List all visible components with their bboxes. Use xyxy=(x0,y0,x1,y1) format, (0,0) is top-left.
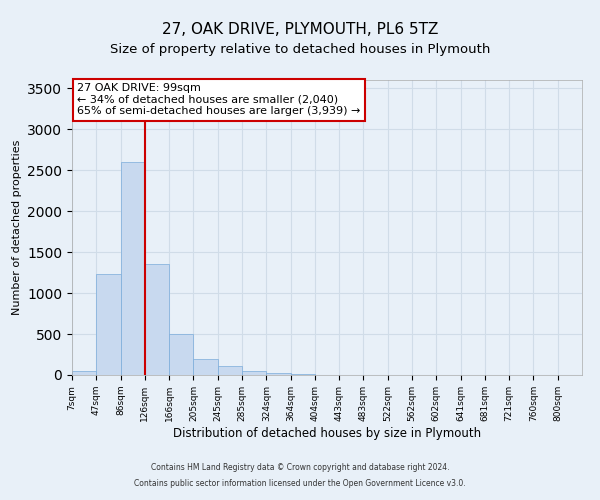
Text: 27 OAK DRIVE: 99sqm
← 34% of detached houses are smaller (2,040)
65% of semi-det: 27 OAK DRIVE: 99sqm ← 34% of detached ho… xyxy=(77,83,361,116)
Bar xyxy=(290,374,315,375)
Text: 27, OAK DRIVE, PLYMOUTH, PL6 5TZ: 27, OAK DRIVE, PLYMOUTH, PL6 5TZ xyxy=(162,22,438,38)
Bar xyxy=(218,366,242,375)
Text: Contains public sector information licensed under the Open Government Licence v3: Contains public sector information licen… xyxy=(134,478,466,488)
Bar xyxy=(193,358,218,375)
Bar xyxy=(266,372,290,375)
Bar xyxy=(242,371,266,375)
Bar xyxy=(145,264,169,375)
Text: Contains HM Land Registry data © Crown copyright and database right 2024.: Contains HM Land Registry data © Crown c… xyxy=(151,464,449,472)
X-axis label: Distribution of detached houses by size in Plymouth: Distribution of detached houses by size … xyxy=(173,426,481,440)
Bar xyxy=(96,274,121,375)
Bar xyxy=(121,162,145,375)
Bar xyxy=(72,371,96,375)
Bar xyxy=(169,334,193,375)
Text: Size of property relative to detached houses in Plymouth: Size of property relative to detached ho… xyxy=(110,42,490,56)
Y-axis label: Number of detached properties: Number of detached properties xyxy=(11,140,22,315)
